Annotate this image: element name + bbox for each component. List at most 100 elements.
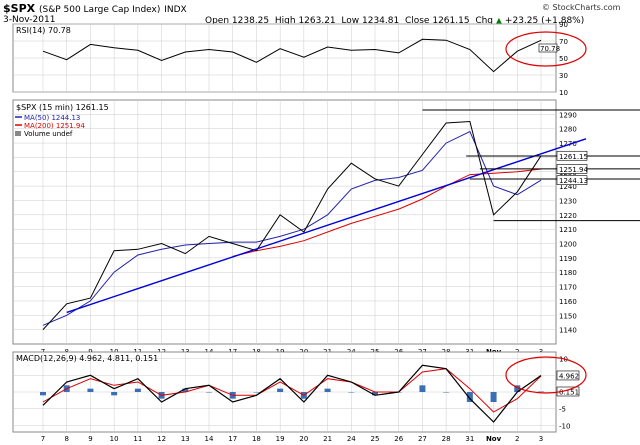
histogram-bar [466, 392, 473, 402]
x-tick-label: 2 [515, 435, 519, 443]
price-line [42, 120, 542, 330]
histogram-bar [372, 392, 378, 396]
x-tick-label: 24 [347, 435, 356, 443]
macd-line [42, 364, 542, 423]
x-tick-label: 3 [539, 435, 543, 443]
macd-value-label: 0.151 [559, 388, 579, 396]
price-legend: MA(50) 1244.13 MA(200) 1251.94 Volume un… [15, 114, 85, 138]
macd-label: MACD(12,26,9) 4.962, 4.811, 0.151 [16, 354, 158, 363]
histogram-bar [40, 392, 46, 396]
close-label: Close [404, 16, 430, 26]
rsi-label: RSI(14) 70.78 [16, 26, 71, 35]
ma200-legend-label: MA(200) 1251.94 [24, 122, 85, 130]
y-tick-label: 1200 [559, 241, 577, 249]
stockcharts-logo: © StockCharts.com [542, 3, 621, 12]
rsi-y-ticks: 90 70 50 30 10 [559, 21, 568, 97]
y-tick-label: 1220 [559, 212, 577, 220]
volume-swatch [15, 131, 21, 136]
ma200-line [232, 168, 542, 257]
macd-panel: 1050-5-10 789101112131417181920212425262… [12, 351, 587, 443]
y-tick-label: 90 [559, 21, 568, 29]
price-value-label: 1251.94 [559, 166, 588, 174]
histogram-bar [182, 388, 189, 392]
y-tick-label: 30 [559, 72, 568, 80]
ohlc-readout: Open 1238.25 High 1263.21 Low 1234.81 Cl… [205, 16, 584, 26]
rsi-line [42, 38, 542, 73]
y-tick-label: -10 [559, 422, 570, 430]
y-tick-label: 1190 [559, 255, 577, 263]
histogram-bar [324, 388, 331, 392]
macd-value-boxes: 4.962 0.151 [556, 370, 580, 397]
x-tick-label: 14 [205, 435, 214, 443]
y-tick-label: 1240 [559, 183, 577, 191]
histogram-bar [87, 388, 94, 392]
x-tick-label: 21 [323, 435, 332, 443]
low-label: Low [341, 16, 360, 26]
y-tick-label: 1140 [559, 327, 577, 335]
rsi-value-label: 70.78 [540, 45, 560, 53]
x-tick-label: 10 [110, 435, 119, 443]
y-tick-label: 1150 [559, 312, 577, 320]
x-tick-label: 11 [133, 435, 142, 443]
histogram-bar [111, 392, 118, 396]
x-tick-label: Nov [486, 435, 502, 443]
high-label: High [274, 16, 296, 26]
chart-date: 3-Nov-2011 [3, 15, 56, 25]
price-value-box [556, 175, 588, 185]
price-value-box [556, 150, 588, 161]
price-value-box [556, 164, 588, 174]
x-tick-label: 26 [394, 435, 403, 443]
y-tick-label: -5 [559, 406, 566, 414]
y-tick-label: 1280 [559, 126, 577, 134]
close-value: 1261.15 [432, 16, 470, 26]
x-tick-label: 27 [418, 435, 427, 443]
histogram-bar [206, 392, 212, 393]
y-tick-label: 1290 [559, 111, 577, 119]
high-value: 1263.21 [298, 16, 336, 26]
price-value-label: 1261.15 [559, 153, 588, 161]
histogram-bar [490, 392, 497, 402]
support-trendline [66, 138, 587, 314]
price-value-boxes: 1261.15 1251.94 1244.13 [556, 150, 588, 185]
macd-value-box [556, 370, 580, 381]
low-value: 1234.81 [362, 16, 400, 26]
price-gridlines [13, 100, 556, 344]
rsi-highlight-circle [505, 31, 587, 67]
open-value: 1238.25 [231, 16, 270, 26]
ticker-exchange: INDX [164, 5, 187, 15]
y-tick-label: 10 [559, 89, 568, 97]
y-tick-label: 50 [559, 55, 568, 63]
histogram-bar [253, 392, 260, 393]
x-tick-label: 9 [88, 435, 92, 443]
x-tick-label: 17 [228, 435, 237, 443]
x-tick-label: 18 [252, 435, 261, 443]
macd-value-label: 4.962 [559, 372, 579, 380]
x-tick-label: 20 [299, 435, 308, 443]
x-tick-label: 13 [181, 435, 190, 443]
histogram-bar [277, 388, 284, 392]
histogram-bar [538, 391, 544, 392]
y-tick-label: 1180 [559, 269, 577, 277]
price-value-label: 1244.13 [559, 177, 588, 185]
rsi-value-box [538, 43, 558, 53]
histogram-bar [348, 392, 355, 393]
y-tick-label: 1210 [559, 226, 577, 234]
ticker-name: (S&P 500 Large Cap Index) [38, 5, 161, 15]
histogram-bar [443, 392, 450, 393]
macd-value-box [556, 386, 580, 397]
chg-value: +23.25 (+1.88%) [504, 16, 585, 26]
open-label: Open [205, 16, 230, 26]
histogram-bar [419, 385, 426, 392]
volume-legend-label: Volume undef [24, 130, 73, 138]
x-tick-label: 19 [276, 435, 285, 443]
x-tick-label: 31 [465, 435, 474, 443]
price-title: $SPX (15 min) 1261.15 [16, 103, 109, 112]
ma50-legend-label: MA(50) 1244.13 [24, 114, 80, 122]
y-tick-label: 1170 [559, 284, 577, 292]
histogram-bar [134, 388, 141, 392]
y-tick-label: 1160 [559, 298, 577, 306]
x-tick-label: 8 [64, 435, 68, 443]
rsi-panel: 90 70 50 30 10 RSI(14) 70.78 70.78 [12, 21, 587, 97]
x-tick-label: 7 [41, 435, 45, 443]
